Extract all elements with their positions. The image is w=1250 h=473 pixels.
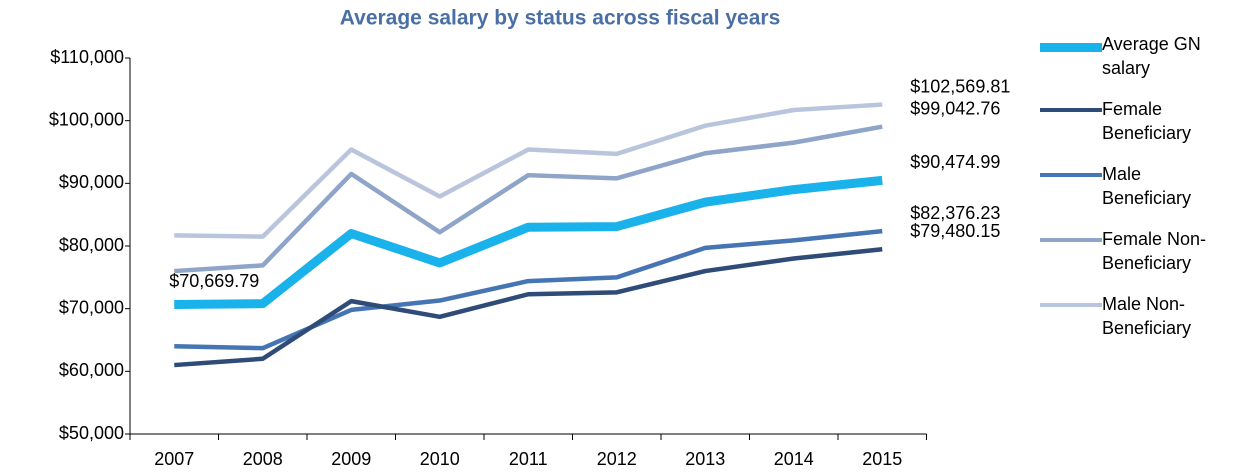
legend-item: Male Beneficiary [1040, 160, 1240, 225]
chart-title: Average salary by status across fiscal y… [340, 7, 781, 30]
legend-item: Female Beneficiary [1040, 95, 1240, 160]
legend-label: Female Non-Beneficiary [1102, 229, 1207, 273]
legend-label: Male Beneficiary [1102, 164, 1192, 208]
x-tick-label: 2013 [685, 449, 725, 469]
x-tick-label: 2008 [243, 449, 283, 469]
x-tick-label: 2011 [509, 449, 548, 469]
series-line [174, 102, 883, 239]
data-label: $82,376.23 [910, 203, 1000, 223]
legend-item: Female Non-Beneficiary [1040, 225, 1240, 290]
x-tick-label: 2015 [862, 449, 902, 469]
data-label: $70,669.79 [169, 271, 259, 291]
series-line [174, 228, 883, 351]
legend-label: Male Non-Beneficiary [1102, 294, 1192, 338]
legend-swatch [1040, 43, 1102, 52]
legend-swatch [1040, 108, 1102, 112]
legend-swatch [1040, 303, 1102, 307]
legend: Average GN salary Female Beneficiary Male … [1040, 30, 1240, 355]
series-line [174, 247, 883, 368]
series-line [174, 124, 883, 274]
data-label: $99,042.76 [910, 98, 1000, 118]
y-tick-label: $50,000 [59, 423, 124, 443]
legend-label: Average GN salary [1102, 34, 1201, 78]
series-line [174, 175, 883, 309]
x-tick-label: 2007 [154, 449, 194, 469]
legend-item: Male Non-Beneficiary [1040, 290, 1240, 355]
y-tick-label: $100,000 [49, 109, 124, 129]
legend-label: Female Beneficiary [1102, 99, 1192, 143]
x-tick-label: 2012 [597, 449, 637, 469]
y-tick-label: $60,000 [59, 360, 124, 380]
x-tick-label: 2010 [420, 449, 460, 469]
y-tick-label: $90,000 [59, 172, 124, 192]
x-tick-label: 2009 [331, 449, 371, 469]
x-tick-label: 2014 [774, 449, 814, 469]
legend-item: Average GN salary [1040, 30, 1240, 95]
y-tick-label: $80,000 [59, 235, 124, 255]
data-label: $90,474.99 [910, 152, 1000, 172]
data-label: $79,480.15 [910, 221, 1000, 241]
y-tick-label: $70,000 [59, 297, 124, 317]
data-label: $102,569.81 [910, 76, 1010, 96]
chart: Average salary by status across fiscal y… [49, 7, 1010, 469]
y-tick-label: $110,000 [50, 47, 124, 67]
legend-swatch [1040, 238, 1102, 242]
legend-swatch [1040, 173, 1102, 177]
